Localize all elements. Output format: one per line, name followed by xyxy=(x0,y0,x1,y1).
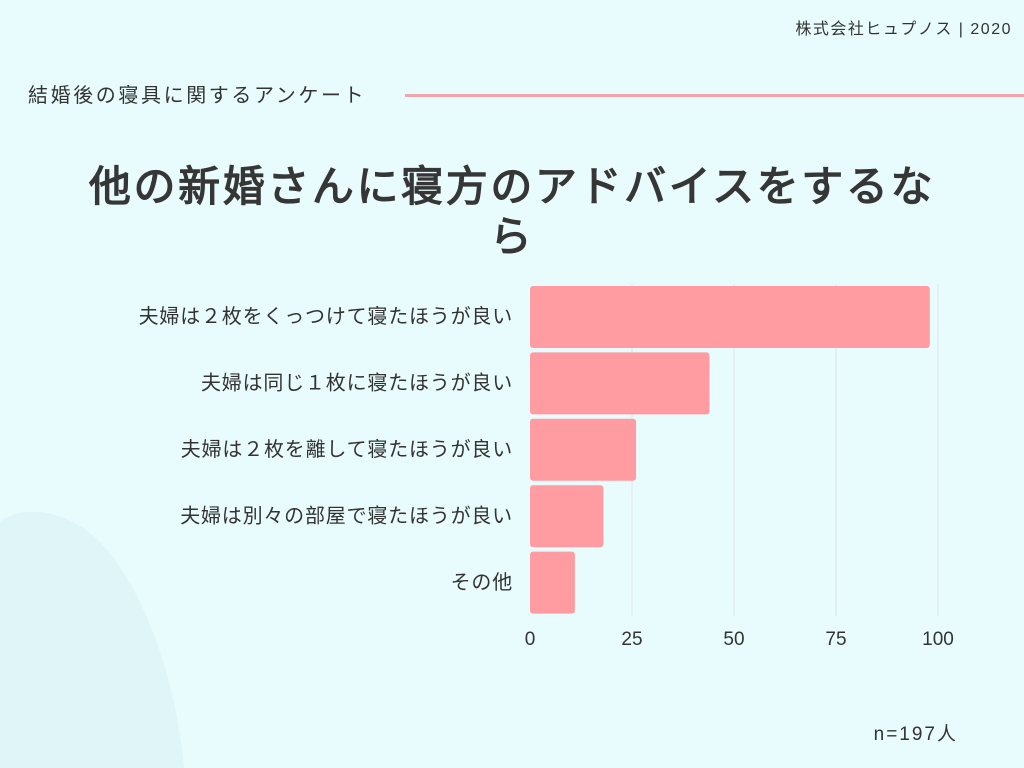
x-axis-tick-labels: 0 25 50 75 100 xyxy=(525,629,954,650)
category-label-2: 夫婦は同じ１枚に寝たほうが良い xyxy=(201,372,513,395)
bars xyxy=(530,286,930,614)
category-label-1: 夫婦は２枚をくっつけて寝たほうが良い xyxy=(139,305,513,328)
survey-title: 結婚後の寝具に関するアンケート xyxy=(28,85,367,107)
company-credit: 株式会社ヒュプノス | 2020 xyxy=(795,21,1012,38)
bar-4 xyxy=(530,485,604,548)
x-tick-label-100: 100 xyxy=(922,629,954,650)
bar-1 xyxy=(530,286,930,348)
category-label-5: その他 xyxy=(451,571,513,594)
category-labels: 夫婦は２枚をくっつけて寝たほうが良い夫婦は同じ１枚に寝たほうが良い夫婦は２枚を離… xyxy=(139,305,513,594)
x-tick-label-0: 0 xyxy=(525,629,536,650)
category-label-3: 夫婦は２枚を離して寝たほうが良い xyxy=(181,438,513,461)
x-tick-label-25: 25 xyxy=(621,629,642,650)
category-label-4: 夫婦は別々の部屋で寝たほうが良い xyxy=(180,504,513,527)
bar-2 xyxy=(530,352,710,415)
sample-size: n=197人 xyxy=(873,724,958,745)
bar-3 xyxy=(530,418,637,481)
x-tick-label-75: 75 xyxy=(825,629,846,650)
bar-5 xyxy=(530,551,575,614)
x-tick-label-50: 50 xyxy=(723,629,744,650)
header-divider-line xyxy=(405,94,1024,97)
chart-title: 他の新婚さんに寝方のアドバイスをするなら xyxy=(88,163,936,260)
background-blob-shape xyxy=(0,511,184,768)
